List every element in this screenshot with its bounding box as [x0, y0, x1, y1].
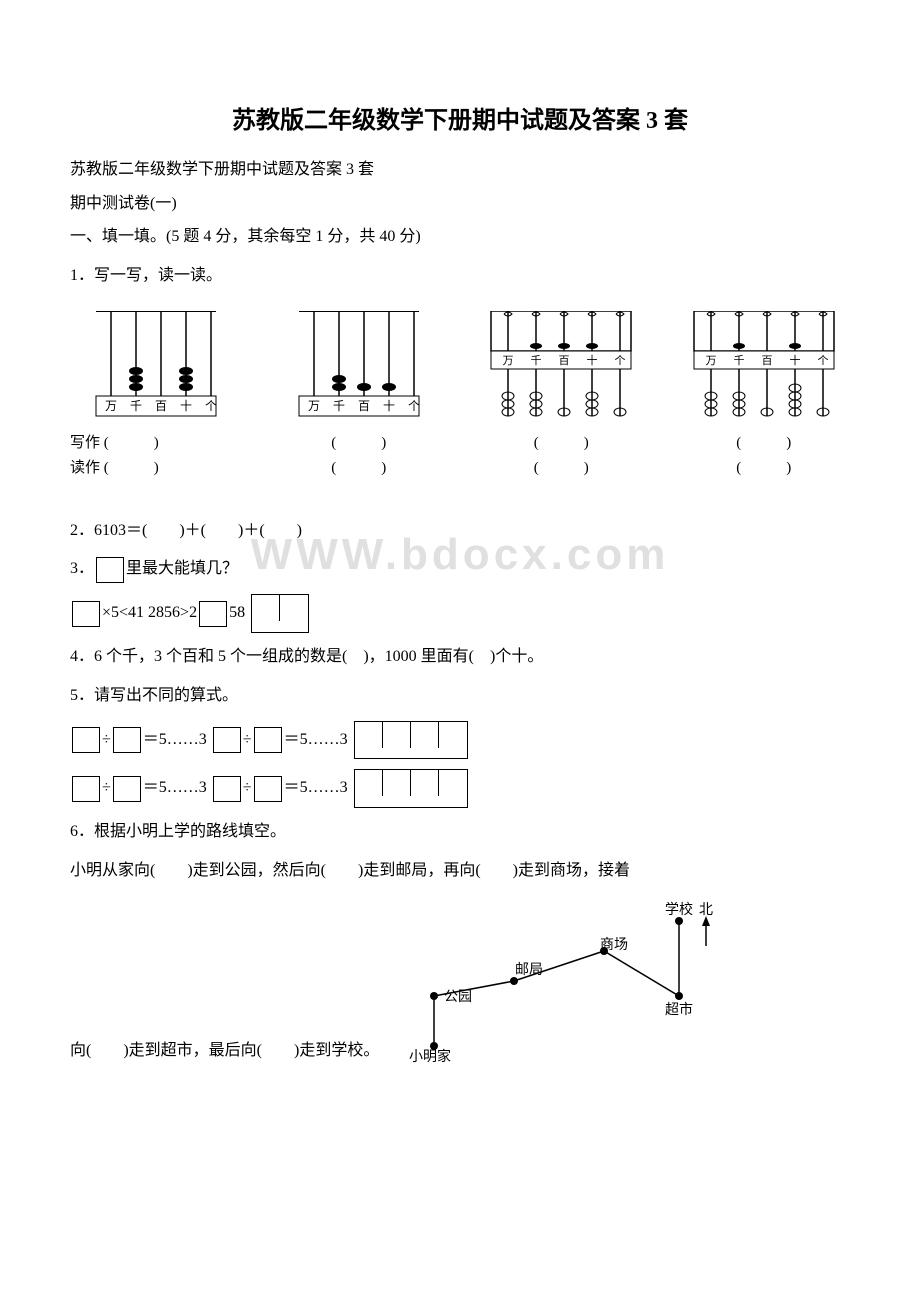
question-3: 3． 里最大能填几？ — [70, 555, 850, 584]
document-content: 苏教版二年级数学下册期中试题及答案 3 套 苏教版二年级数学下册期中试题及答案 … — [70, 100, 850, 1066]
svg-text:学校: 学校 — [665, 901, 693, 918]
question-6-text-1: 小明从家向( )走到公园，然后向( )走到邮局，再向( )走到商场，接着 — [70, 857, 850, 886]
write-row: 写作 ( ) ( ) ( ) ( ) — [70, 431, 850, 452]
question-5-eq-1: ÷ ＝5……3 ÷ ＝5……3 — [70, 721, 850, 760]
q5-result: ＝5……3 — [284, 731, 348, 748]
fill-box — [213, 776, 241, 802]
fill-box — [72, 601, 100, 627]
question-6-line-2: 向( )走到超市，最后向( )走到学校。 学校 北 商场 邮局 公园 超市 小明… — [70, 896, 850, 1066]
q5-result: ＝5……3 — [143, 731, 207, 748]
question-6: 6．根据小明上学的路线填空。 — [70, 818, 850, 847]
svg-text:千: 千 — [733, 354, 744, 367]
section-1-heading: 一、填一填。(5 题 4 分，其余每空 1 分，共 40 分) — [70, 223, 850, 252]
fill-box — [96, 557, 124, 583]
svg-text:个: 个 — [817, 354, 828, 367]
svg-text:千: 千 — [333, 399, 345, 413]
svg-text:百: 百 — [155, 399, 167, 413]
fill-box-group — [354, 721, 468, 760]
abacus-2: 万 千 百 十 个 — [273, 311, 446, 421]
svg-text:个: 个 — [408, 399, 420, 413]
question-3-equations: ×5<41 2856>2 58 — [70, 594, 850, 633]
svg-text:百: 百 — [761, 355, 772, 367]
q5-div: ÷ — [102, 779, 111, 796]
svg-text:小明家: 小明家 — [409, 1048, 451, 1065]
svg-text:个: 个 — [205, 399, 217, 413]
abacus-4: 万 千 百 十 个 — [678, 311, 851, 421]
read-label: 读作 ( ) — [70, 456, 243, 477]
question-5: 5．请写出不同的算式。 — [70, 682, 850, 711]
abacus-3: 万 千 百 十 个 — [475, 311, 648, 421]
fill-box — [199, 601, 227, 627]
fill-box — [254, 727, 282, 753]
svg-text:万: 万 — [705, 355, 716, 367]
svg-text:十: 十 — [383, 399, 395, 413]
read-blank-3: ( ) — [475, 456, 648, 477]
q5-div: ÷ — [243, 779, 252, 796]
svg-text:十: 十 — [587, 353, 598, 367]
q5-result: ＝5……3 — [143, 779, 207, 796]
write-label: 写作 ( ) — [70, 431, 243, 452]
fill-box-group — [354, 769, 468, 808]
q3-eq-a: ×5<41 — [102, 604, 144, 621]
subtitle-1: 苏教版二年级数学下册期中试题及答案 3 套 — [70, 155, 850, 179]
write-blank-4: ( ) — [678, 431, 851, 452]
svg-text:十: 十 — [789, 353, 800, 367]
question-1: 1．写一写，读一读。 — [70, 262, 850, 291]
fill-box — [113, 776, 141, 802]
q5-div: ÷ — [243, 731, 252, 748]
question-5-eq-2: ÷ ＝5……3 ÷ ＝5……3 — [70, 769, 850, 808]
fill-box-group — [251, 594, 309, 633]
q3-suffix: 里最大能填几？ — [126, 560, 238, 577]
question-4: 4．6 个千，3 个百和 5 个一组成的数是( )，1000 里面有( )个十。 — [70, 643, 850, 672]
fill-box — [254, 776, 282, 802]
svg-text:北: 北 — [699, 902, 713, 918]
q3-eq-c: 58 — [229, 604, 245, 621]
q5-result: ＝5……3 — [284, 779, 348, 796]
q3-eq-b: 2856>2 — [148, 604, 197, 621]
svg-text:千: 千 — [130, 399, 142, 413]
page-title: 苏教版二年级数学下册期中试题及答案 3 套 — [70, 100, 850, 135]
svg-text:万: 万 — [503, 355, 514, 367]
fill-box — [72, 727, 100, 753]
abacus-1: 万 千 百 十 个 — [70, 311, 243, 421]
write-blank-3: ( ) — [475, 431, 648, 452]
route-map: 学校 北 商场 邮局 公园 超市 小明家 — [379, 896, 719, 1066]
write-blank-2: ( ) — [273, 431, 446, 452]
subtitle-2: 期中测试卷(一) — [70, 189, 850, 213]
svg-text:百: 百 — [559, 355, 570, 367]
question-6-text-2: 向( )走到超市，最后向( )走到学校。 — [70, 1037, 379, 1066]
q5-div: ÷ — [102, 731, 111, 748]
fill-box — [72, 776, 100, 802]
fill-box — [213, 727, 241, 753]
svg-text:千: 千 — [531, 354, 542, 367]
read-blank-4: ( ) — [678, 456, 851, 477]
read-row: 读作 ( ) ( ) ( ) ( ) — [70, 456, 850, 477]
q3-prefix: 3． — [70, 560, 94, 577]
svg-text:万: 万 — [308, 399, 320, 413]
fill-box — [113, 727, 141, 753]
question-2: 2．6103＝( )＋( )＋( ) — [70, 517, 850, 546]
svg-text:个: 个 — [615, 354, 626, 367]
abacus-row: 万 千 百 十 个 万 — [70, 311, 850, 421]
svg-text:超市: 超市 — [665, 1001, 693, 1018]
svg-text:十: 十 — [180, 399, 192, 413]
svg-text:百: 百 — [358, 399, 370, 413]
read-blank-2: ( ) — [273, 456, 446, 477]
svg-text:万: 万 — [105, 399, 117, 413]
